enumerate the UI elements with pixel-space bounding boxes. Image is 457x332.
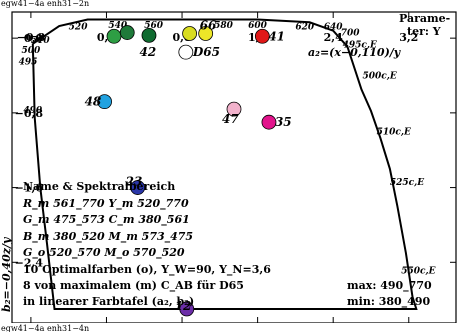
y-tick-label: −0,8 — [15, 107, 44, 120]
wavelength-label: 510c,E — [377, 127, 411, 137]
legend-line-1: Name & Spektralbereich — [23, 180, 175, 193]
wavelength-label: 640 — [324, 23, 344, 33]
wavelength-label: 500 — [21, 46, 41, 56]
x-axis-label-1: Parame- — [399, 12, 450, 25]
x-tick-label: 2,4 — [324, 31, 343, 44]
notes: 10 Optimalfarben (o), Y_W=90, Y_N=3,6 8 … — [23, 263, 271, 308]
wavelength-label: 495c,E — [343, 40, 377, 50]
color-point — [178, 44, 194, 60]
point-label: 47 — [222, 112, 239, 126]
color-point — [97, 94, 112, 110]
point-label: 41 — [268, 29, 285, 43]
point-label: 48 — [85, 95, 102, 109]
y-tick-label: −1,6 — [15, 182, 44, 195]
wavelength-label: 500c,E — [362, 71, 396, 81]
color-point — [130, 180, 146, 195]
color-point — [198, 26, 214, 41]
note-line-1: 10 Optimalfarben (o), Y_W=90, Y_N=3,6 — [23, 263, 271, 277]
point-labels: 66 41 D65 48 47 35 23 12 42 — [85, 18, 292, 313]
y-tick-label: −2,4 — [15, 256, 44, 269]
x-tick-label: 3,2 — [399, 31, 418, 44]
x-axis-label-2: ter: Y — [407, 25, 441, 38]
range-min: min: 380_490 — [347, 295, 430, 309]
color-point — [179, 301, 195, 317]
y-axis-ticks: 0,0 −0,8 −1,6 −2,4 — [12, 32, 456, 269]
wavelength-label: 520 — [69, 23, 89, 33]
point-label: D65 — [192, 45, 220, 59]
color-point — [226, 101, 242, 117]
wavelength-label: 600 — [248, 21, 268, 31]
legend-line-2: R_m 561_770 Y_m 520_770 — [22, 197, 189, 211]
color-point — [254, 28, 270, 44]
point-label: 23 — [125, 175, 143, 189]
wavelength-label: 495 — [19, 57, 38, 67]
legend-line-5: G_o 520_570 M_o 570_520 — [23, 246, 185, 260]
color-point — [106, 28, 122, 44]
wavelength-label: 490 — [23, 106, 43, 116]
point-label: 35 — [275, 115, 292, 129]
point-label: 42 — [140, 45, 157, 59]
footer-label: egw41−4a enh31−4n — [1, 324, 89, 332]
note-line-2: 8 von maximalem (m) C_AB für D65 — [23, 279, 244, 293]
wavelength-label: 550c,E — [401, 267, 435, 277]
color-points — [97, 25, 277, 317]
point-label: 12 — [175, 299, 192, 313]
legend: Name & Spektralbereich R_m 561_770 Y_m 5… — [22, 180, 193, 260]
footer-bar — [1, 323, 457, 332]
color-point — [182, 26, 198, 41]
range-max: max: 490_770 — [347, 279, 432, 293]
color-point — [261, 114, 277, 130]
wavelength-label: 580 — [214, 21, 234, 31]
range-info: max: 490_770 min: 380_490 — [347, 279, 432, 309]
wavelength-label: 620 — [295, 23, 315, 33]
wavelength-label: 700 — [341, 28, 361, 38]
y-tick-label: 0,0 — [24, 32, 43, 45]
legend-line-3: G_m 475_573 C_m 380_561 — [23, 213, 190, 227]
wavelength-label: 525c,E — [390, 178, 424, 188]
wavelength-label: 560 — [144, 21, 164, 31]
color-point — [141, 27, 157, 43]
legend-line-4: B_m 380_520 M_m 573_475 — [22, 230, 193, 244]
color-point — [119, 25, 135, 40]
point-label: 66 — [200, 18, 217, 32]
wavelength-label: 510 — [31, 36, 51, 46]
spectral-locus — [31, 18, 418, 310]
note-line-3: in linearer Farbtafel (a₂, b₂) — [23, 295, 194, 308]
header-label: egw41−4a enh31−2n — [1, 0, 89, 8]
y-axis-formula: b₂=−0,40z/y — [0, 236, 13, 312]
wavelength-label: 540 — [108, 21, 128, 31]
x-axis-formula: a₂=(x−0,110)/y — [308, 46, 402, 59]
